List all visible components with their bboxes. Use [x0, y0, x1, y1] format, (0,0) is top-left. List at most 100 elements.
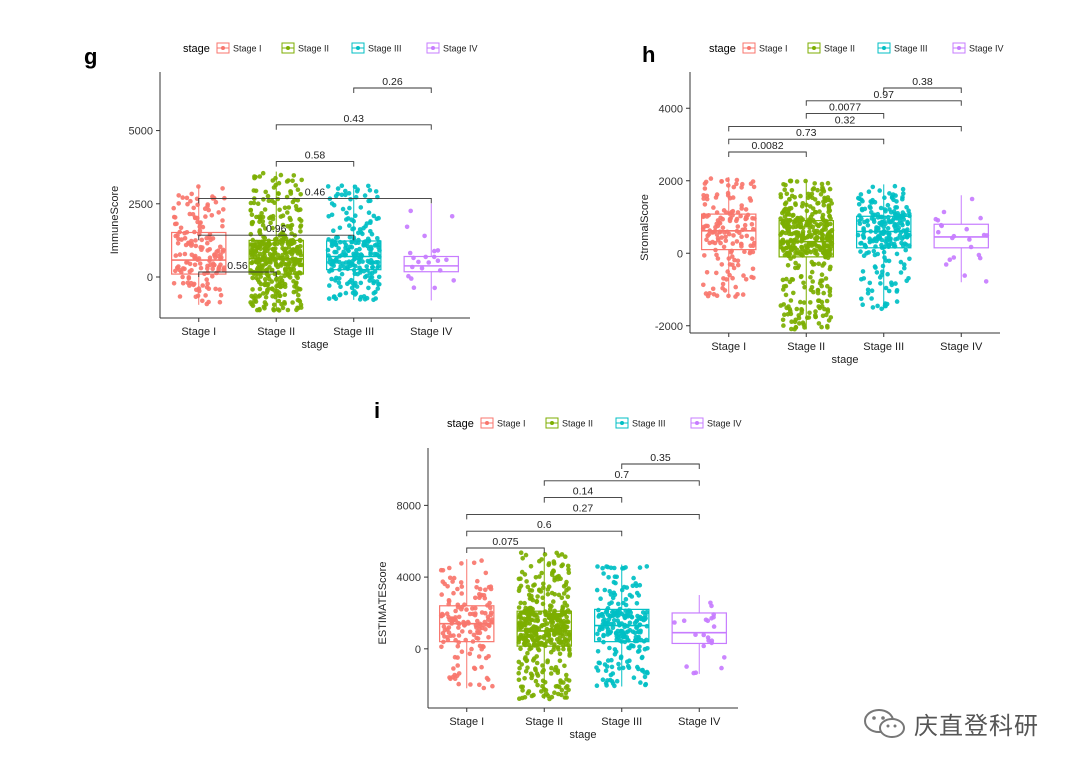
legend-key-dot: [620, 421, 624, 425]
data-point: [367, 271, 373, 276]
data-point: [540, 669, 545, 675]
data-point: [804, 208, 810, 214]
data-point: [744, 215, 749, 221]
data-point: [531, 658, 536, 663]
data-point: [560, 606, 565, 611]
data-point: [796, 315, 802, 321]
data-point: [285, 210, 290, 215]
data-point: [861, 276, 867, 281]
data-point: [340, 206, 346, 212]
data-point: [877, 275, 883, 280]
data-point: [255, 201, 261, 206]
data-point: [565, 563, 571, 569]
data-point: [865, 223, 871, 228]
data-point: [608, 677, 613, 683]
data-point: [750, 266, 756, 272]
legend-label: Stage I: [497, 419, 526, 429]
data-point: [889, 195, 895, 200]
data-point: [813, 309, 818, 314]
data-point: [791, 231, 797, 236]
data-point: [889, 282, 895, 288]
data-point: [622, 613, 627, 619]
data-point: [782, 187, 787, 192]
data-point: [778, 303, 784, 308]
data-point: [248, 200, 254, 206]
data-point: [704, 237, 709, 242]
legend-label: Stage III: [368, 44, 402, 54]
data-point: [866, 189, 872, 194]
data-point: [459, 561, 464, 566]
data-point: [346, 191, 352, 196]
data-point: [249, 250, 254, 255]
data-point: [567, 632, 572, 637]
y-tick-label: 4000: [397, 572, 421, 584]
data-point: [907, 256, 912, 262]
data-point: [816, 261, 821, 267]
data-point: [536, 635, 541, 640]
data-point: [262, 261, 268, 267]
data-point: [894, 251, 900, 257]
data-point: [943, 262, 949, 267]
data-point: [563, 641, 569, 647]
data-point: [296, 292, 301, 298]
data-point: [734, 216, 740, 222]
data-point: [189, 252, 195, 258]
data-point: [870, 305, 876, 310]
data-point: [644, 564, 650, 569]
data-point: [887, 191, 892, 196]
data-point: [560, 621, 565, 627]
data-point: [883, 221, 888, 226]
data-point: [270, 216, 276, 222]
data-point: [553, 684, 559, 689]
data-point: [271, 302, 277, 308]
data-point: [883, 209, 888, 214]
data-point: [286, 205, 292, 210]
data-point: [343, 290, 349, 296]
data-point: [859, 296, 864, 302]
panel-letter: g: [84, 44, 97, 69]
data-point: [701, 282, 706, 288]
data-point: [860, 269, 866, 274]
data-point: [475, 618, 480, 624]
data-point: [250, 220, 255, 226]
data-point: [542, 680, 548, 685]
data-point: [250, 259, 255, 265]
bracket-line: [728, 138, 885, 145]
y-tick-label: 0: [147, 272, 153, 284]
data-point: [194, 287, 199, 293]
data-point: [297, 262, 302, 268]
data-point: [518, 550, 524, 555]
data-point: [471, 665, 477, 671]
data-point: [733, 284, 738, 290]
data-point: [865, 218, 870, 223]
data-point: [517, 636, 523, 642]
data-point: [180, 266, 186, 271]
data-point: [808, 275, 813, 280]
data-point: [565, 594, 571, 600]
data-point: [625, 659, 630, 665]
legend-key: [615, 417, 629, 429]
data-point: [720, 281, 726, 287]
data-point: [898, 259, 904, 265]
data-point: [292, 262, 298, 267]
data-point: [188, 198, 193, 204]
data-point: [785, 312, 791, 317]
data-point: [714, 252, 719, 258]
data-point: [368, 220, 373, 225]
data-point: [329, 212, 335, 218]
x-tick-label: Stage II: [525, 716, 563, 728]
data-point: [630, 629, 636, 634]
data-point: [175, 241, 181, 246]
data-point: [285, 307, 291, 313]
data-point: [601, 571, 606, 576]
data-point: [490, 683, 495, 689]
panel-h-chart: h stage Stage I Stage II Stage III Stage IV -2…: [639, 42, 1004, 366]
data-point: [893, 281, 898, 286]
data-point: [875, 303, 880, 309]
comparison-bracket: 0.58: [275, 150, 355, 167]
data-point: [364, 273, 370, 279]
data-point: [564, 614, 569, 620]
data-point: [270, 225, 275, 231]
data-point: [877, 188, 882, 193]
data-point: [567, 653, 572, 658]
